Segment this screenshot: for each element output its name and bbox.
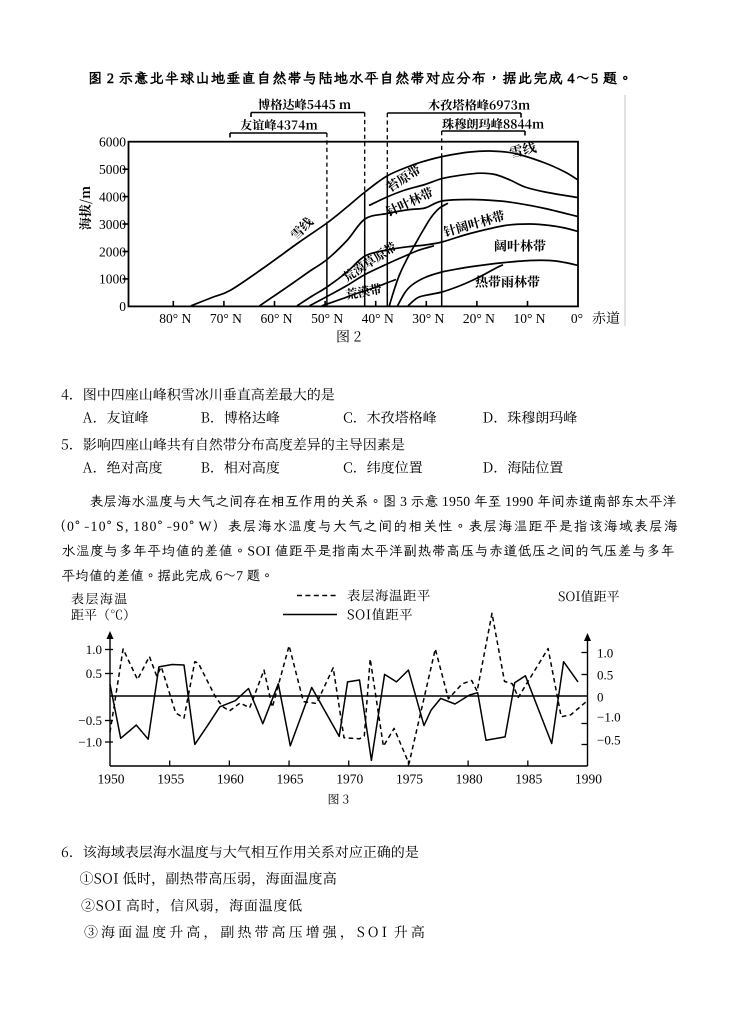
svg-text:−1.0: −1.0 — [78, 735, 102, 750]
svg-text:6000: 6000 — [99, 135, 126, 150]
svg-text:0.5: 0.5 — [86, 666, 102, 681]
svg-text:1950: 1950 — [98, 772, 125, 787]
svg-text:1970: 1970 — [336, 772, 363, 787]
svg-text:50° N: 50° N — [311, 311, 343, 326]
svg-text:2000: 2000 — [99, 244, 126, 259]
svg-text:0°: 0° — [571, 311, 583, 326]
svg-text:−0.5: −0.5 — [78, 713, 102, 728]
svg-text:30° N: 30° N — [412, 311, 444, 326]
svg-text:60° N: 60° N — [260, 311, 292, 326]
svg-text:−0.5: −0.5 — [597, 733, 621, 748]
svg-text:40° N: 40° N — [362, 311, 394, 326]
svg-text:80° N: 80° N — [159, 311, 191, 326]
svg-text:0.5: 0.5 — [597, 668, 613, 683]
svg-text:1975: 1975 — [396, 772, 423, 787]
svg-text:1000: 1000 — [99, 272, 126, 287]
svg-text:4000: 4000 — [99, 189, 126, 204]
svg-text:5000: 5000 — [99, 162, 126, 177]
svg-text:1960: 1960 — [217, 772, 244, 787]
svg-text:0: 0 — [119, 299, 126, 314]
svg-text:−1.0: −1.0 — [597, 710, 621, 725]
svg-text:70° N: 70° N — [210, 311, 242, 326]
svg-text:1990: 1990 — [575, 772, 602, 787]
svg-text:1.0: 1.0 — [86, 642, 102, 657]
svg-text:1985: 1985 — [515, 772, 542, 787]
svg-text:3000: 3000 — [99, 217, 126, 232]
svg-text:1955: 1955 — [157, 772, 184, 787]
svg-text:1.0: 1.0 — [597, 646, 613, 661]
svg-text:10° N: 10° N — [513, 311, 545, 326]
svg-text:0: 0 — [597, 690, 604, 705]
svg-text:20° N: 20° N — [463, 311, 495, 326]
svg-text:1965: 1965 — [277, 772, 304, 787]
svg-text:1980: 1980 — [456, 772, 483, 787]
